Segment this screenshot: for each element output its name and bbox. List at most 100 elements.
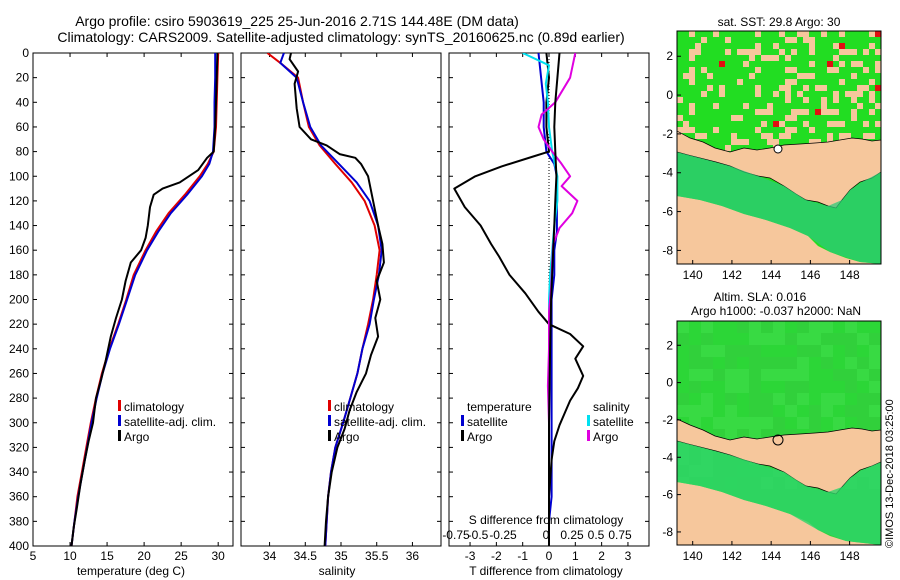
map-x-tick-label: 148 bbox=[840, 549, 860, 563]
sla-cell bbox=[749, 417, 761, 429]
legend-label-climatology: climatology bbox=[124, 400, 184, 414]
x-tick-label: 2 bbox=[598, 549, 605, 563]
sst-masked-cell bbox=[761, 109, 767, 115]
sst-masked-cell bbox=[689, 31, 695, 37]
sla-cell bbox=[701, 321, 713, 333]
sla-cell bbox=[809, 417, 821, 429]
salinity-difference-tick-label: -0.25 bbox=[489, 528, 517, 542]
sst-masked-cell bbox=[809, 37, 815, 43]
sla-cell bbox=[821, 417, 833, 429]
sst-masked-cell bbox=[755, 109, 761, 115]
sst-masked-cell bbox=[857, 91, 863, 97]
sst-masked-cell bbox=[767, 139, 773, 145]
difference-lines bbox=[453, 53, 585, 546]
sla-cell bbox=[725, 405, 737, 417]
salinity-legend: climatology satellite-adj. clim. Argo bbox=[328, 400, 426, 444]
sst-masked-cell bbox=[725, 49, 731, 55]
sst-masked-cell bbox=[791, 49, 797, 55]
depth-tick-label: 240 bbox=[9, 342, 29, 356]
depth-tick-label: 380 bbox=[9, 514, 29, 528]
sst-masked-cell bbox=[755, 49, 761, 55]
sla-argo-marker bbox=[772, 434, 784, 446]
x-tick-label: 3 bbox=[625, 549, 632, 563]
sla-cell bbox=[785, 345, 797, 357]
sst-masked-cell bbox=[851, 61, 857, 67]
depth-tick-label: 300 bbox=[9, 416, 29, 430]
sla-cell bbox=[701, 345, 713, 357]
sla-cell bbox=[773, 369, 785, 381]
sst-masked-cell bbox=[785, 79, 791, 85]
map-x-tick-label: 144 bbox=[761, 268, 781, 282]
salinity-axis-label: salinity bbox=[319, 564, 356, 578]
sst-masked-cell bbox=[815, 85, 821, 91]
sst-masked-cell bbox=[785, 37, 791, 43]
sst-masked-cell bbox=[695, 43, 701, 49]
map-x-tick-label: 144 bbox=[761, 549, 781, 563]
sst-masked-cell bbox=[791, 115, 797, 121]
x-tick-label: -3 bbox=[465, 549, 476, 563]
series-line-argo bbox=[70, 53, 219, 546]
sst-masked-cell bbox=[689, 127, 695, 133]
sst-masked-cell bbox=[761, 133, 767, 139]
sst-masked-cell bbox=[797, 73, 803, 79]
sst-masked-cell bbox=[857, 61, 863, 67]
sla-cell bbox=[737, 321, 749, 333]
sst-argo-marker bbox=[773, 144, 783, 154]
sst-masked-cell bbox=[833, 43, 839, 49]
sst-masked-cell bbox=[713, 127, 719, 133]
x-tick-label: 36 bbox=[406, 549, 420, 563]
sst-masked-cell bbox=[743, 139, 749, 145]
title-line-1: Argo profile: csiro 5903619_225 25-Jun-2… bbox=[75, 13, 519, 29]
sla-cell bbox=[713, 357, 725, 369]
legend-swatch-salinity-argo bbox=[587, 430, 590, 441]
sla-cell bbox=[773, 417, 785, 429]
sst-masked-cell bbox=[797, 31, 803, 37]
sst-masked-cell bbox=[875, 49, 881, 55]
sst-masked-cell bbox=[695, 49, 701, 55]
sla-cell bbox=[809, 369, 821, 381]
sla-cell bbox=[737, 417, 749, 429]
sla-cell bbox=[713, 381, 725, 393]
sla-cell bbox=[701, 417, 713, 429]
sst-warm-cell bbox=[839, 43, 845, 49]
sst-masked-cell bbox=[767, 133, 773, 139]
sst-masked-cell bbox=[779, 133, 785, 139]
sst-warm-cell bbox=[875, 85, 881, 91]
sst-masked-cell bbox=[791, 37, 797, 43]
sst-warm-cell bbox=[815, 109, 821, 115]
sla-cell bbox=[857, 345, 869, 357]
temperature-axis-label: temperature (deg C) bbox=[77, 564, 185, 578]
sst-warm-cell bbox=[719, 61, 725, 67]
series-line-climatology bbox=[70, 53, 220, 546]
sst-masked-cell bbox=[857, 103, 863, 109]
sst-masked-cell bbox=[731, 139, 737, 145]
sla-cell bbox=[677, 345, 689, 357]
sla-cell bbox=[761, 369, 773, 381]
map-y-tick-label: 2 bbox=[666, 338, 673, 352]
legend-label-climatology: climatology bbox=[334, 400, 394, 414]
sla-cell bbox=[737, 369, 749, 381]
sla-cell bbox=[737, 381, 749, 393]
sla-cell bbox=[857, 357, 869, 369]
sst-masked-cell bbox=[791, 67, 797, 73]
sst-grid-cells bbox=[677, 31, 881, 151]
sst-masked-cell bbox=[833, 91, 839, 97]
sla-cell bbox=[761, 333, 773, 345]
salinity-difference-axis-label: S difference from climatology bbox=[469, 513, 624, 527]
sst-masked-cell bbox=[869, 133, 875, 139]
salinity-difference-tick-label: 0 bbox=[543, 528, 550, 542]
sla-cell bbox=[773, 381, 785, 393]
sla-cell bbox=[845, 417, 857, 429]
sst-masked-cell bbox=[809, 127, 815, 133]
temperature-legend: climatology satellite-adj. clim. Argo bbox=[118, 400, 216, 444]
sla-cell bbox=[677, 357, 689, 369]
sst-masked-cell bbox=[791, 109, 797, 115]
sst-masked-cell bbox=[827, 121, 833, 127]
sla-cell bbox=[845, 393, 857, 405]
x-tick-label: 20 bbox=[137, 549, 151, 563]
depth-tick-label: 320 bbox=[9, 440, 29, 454]
sla-cell bbox=[797, 333, 809, 345]
sla-cell bbox=[797, 381, 809, 393]
salinity-difference-tick-label: 0.25 bbox=[560, 528, 584, 542]
